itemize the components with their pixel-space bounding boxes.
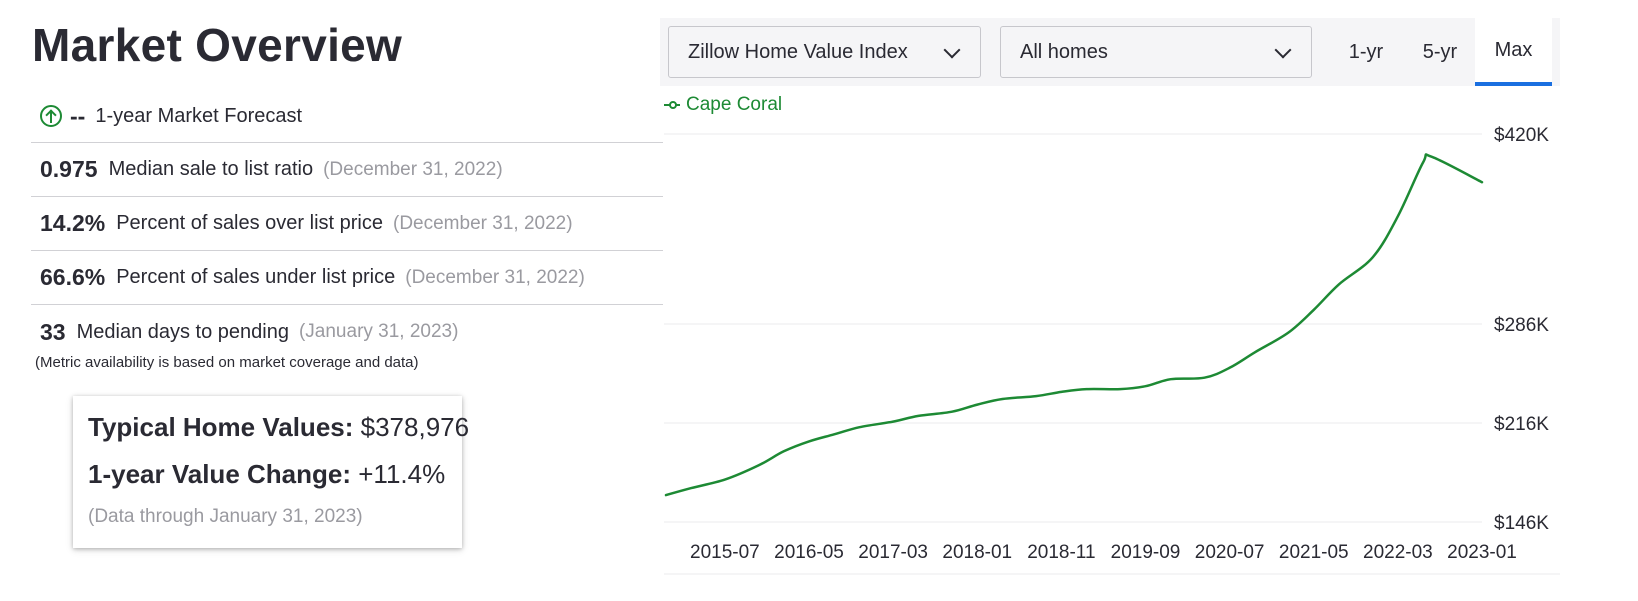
one-year-change-amount: +11.4% (358, 459, 446, 489)
arrow-up-circle-icon (40, 105, 62, 127)
availability-note: (Metric availability is based on market … (35, 354, 419, 371)
metric-label: 1-year Market Forecast (95, 104, 303, 127)
y-tick-label: $286K (1494, 315, 1549, 336)
home-type-select[interactable]: All homes (1000, 26, 1312, 78)
x-tick-label: 2022-03 (1363, 542, 1433, 563)
home-value-card: Typical Home Values: $378,976 1-year Val… (73, 396, 469, 548)
metric-value: -- (70, 102, 86, 129)
x-tick-label: 2020-07 (1195, 542, 1265, 563)
one-year-change: 1-year Value Change: +11.4% (88, 459, 462, 490)
index-select-value: Zillow Home Value Index (688, 40, 908, 63)
y-tick-label: $216K (1494, 414, 1549, 435)
metric-label: Percent of sales under list price (116, 266, 396, 288)
metric-date: (January 31, 2023) (298, 321, 459, 342)
x-tick-label: 2016-05 (774, 542, 844, 563)
x-tick-label: 2015-07 (690, 542, 760, 563)
x-tick-label: 2019-09 (1111, 542, 1181, 563)
metric-value: 14.2% (40, 210, 106, 236)
metric-days-to-pending: 33 Median days to pending (January 31, 2… (31, 305, 663, 359)
metric-date: (December 31, 2022) (405, 266, 585, 288)
metric-over-list: 14.2% Percent of sales over list price (… (31, 197, 663, 251)
chevron-down-icon (943, 41, 961, 59)
metric-label: Median sale to list ratio (108, 158, 314, 180)
x-tick-label: 2023-01 (1447, 542, 1517, 563)
x-tick-label: 2018-11 (1027, 542, 1095, 563)
typical-home-value: Typical Home Values: $378,976 (88, 412, 469, 443)
x-tick-label: 2017-03 (858, 542, 928, 563)
page-title: Market Overview (32, 19, 403, 71)
metric-under-list: 66.6% Percent of sales under list price … (31, 251, 663, 305)
home-type-select-value: All homes (1020, 40, 1108, 63)
legend-series-name: Cape Coral (686, 94, 783, 115)
range-max-button[interactable]: Max (1475, 18, 1552, 86)
series-line-cape-coral[interactable] (664, 153, 1484, 497)
x-tick-label: 2018-01 (942, 542, 1012, 563)
y-tick-label: $146K (1494, 513, 1549, 534)
chevron-down-icon (1274, 41, 1292, 59)
range-5yr-button[interactable]: 5-yr (1422, 40, 1458, 63)
metric-date: (December 31, 2022) (393, 212, 573, 234)
metric-sale-to-list: 0.975 Median sale to list ratio (Decembe… (31, 143, 663, 197)
legend-line-marker-icon (664, 100, 680, 110)
chart-legend[interactable]: Cape Coral (664, 94, 782, 116)
y-tick-label: $420K (1494, 125, 1549, 146)
index-select[interactable]: Zillow Home Value Index (668, 26, 981, 78)
metric-value: 33 (40, 318, 66, 345)
market-metrics: -- 1-year Market Forecast 0.975 Median s… (31, 90, 663, 359)
typical-home-value-amount: $378,976 (360, 412, 470, 442)
chart-controls: Zillow Home Value Index All homes 1-yr 5… (660, 18, 1560, 86)
home-value-chart[interactable]: $420K $286K $216K $146K 2015-07 2016-05 2017-… (660, 90, 1560, 580)
y-axis-ticks: $420K $286K $216K $146K (1494, 125, 1549, 534)
range-1yr-button[interactable]: 1-yr (1348, 40, 1384, 63)
metric-forecast: -- 1-year Market Forecast (31, 90, 663, 143)
x-axis-ticks: 2015-07 2016-05 2017-03 2018-01 2018-11 2019-… (690, 542, 1517, 563)
metric-label: Median days to pending (76, 320, 289, 343)
one-year-change-label: 1-year Value Change: (88, 459, 351, 489)
data-through-note: (Data through January 31, 2023) (88, 506, 363, 527)
typical-home-value-label: Typical Home Values: (88, 412, 354, 442)
metric-label: Percent of sales over list price (116, 212, 383, 234)
metric-value: 66.6% (40, 264, 106, 290)
chart-gridlines (664, 133, 1560, 575)
x-tick-label: 2021-05 (1279, 542, 1349, 563)
metric-date: (December 31, 2022) (323, 158, 503, 180)
metric-value: 0.975 (40, 156, 98, 182)
